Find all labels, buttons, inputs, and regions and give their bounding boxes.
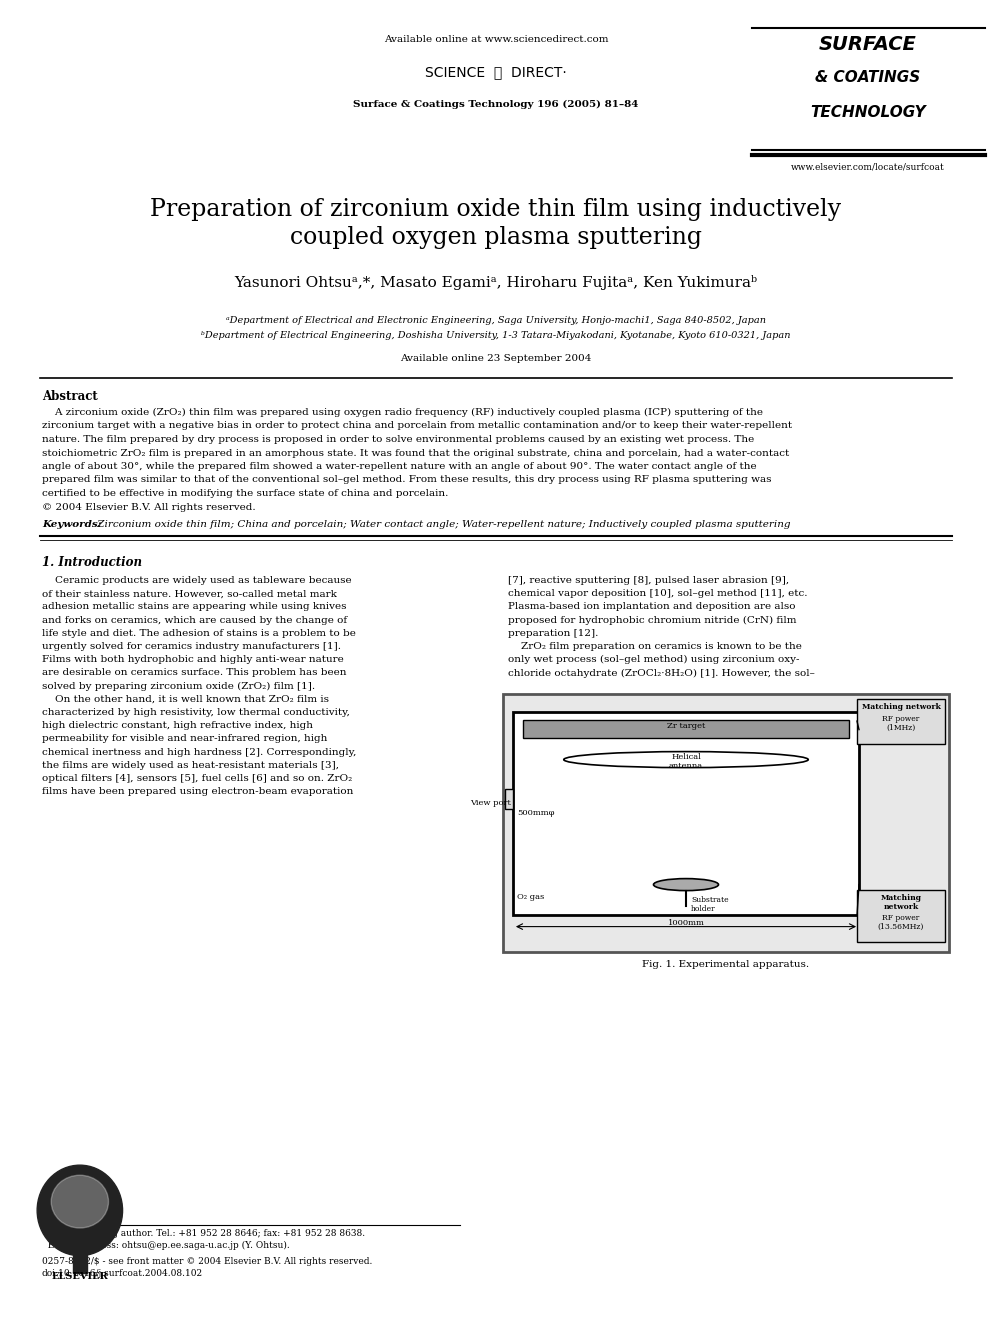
Text: A zirconium oxide (ZrO₂) thin film was prepared using oxygen radio frequency (RF: A zirconium oxide (ZrO₂) thin film was p… (42, 407, 763, 417)
Text: the films are widely used as heat-resistant materials [3],: the films are widely used as heat-resist… (42, 761, 339, 770)
Text: ZrO₂ film preparation on ceramics is known to be the: ZrO₂ film preparation on ceramics is kno… (508, 642, 802, 651)
Text: Matching
network: Matching network (881, 893, 922, 910)
Bar (505, 789, 513, 808)
Text: TECHNOLOGY: TECHNOLOGY (810, 105, 926, 120)
Text: Available online at www.sciencedirect.com: Available online at www.sciencedirect.co… (384, 34, 608, 44)
Text: chloride octahydrate (ZrOCl₂·8H₂O) [1]. However, the sol–: chloride octahydrate (ZrOCl₂·8H₂O) [1]. … (508, 668, 814, 677)
Text: View port: View port (470, 799, 511, 807)
Text: are desirable on ceramics surface. This problem has been: are desirable on ceramics surface. This … (42, 668, 346, 677)
Text: Matching network: Matching network (862, 703, 940, 710)
Text: Yasunori Ohtsuᵃ,*, Masato Egamiᵃ, Hiroharu Fujitaᵃ, Ken Yukimuraᵇ: Yasunori Ohtsuᵃ,*, Masato Egamiᵃ, Hiroha… (234, 275, 758, 290)
Text: permeability for visible and near-infrared region, high: permeability for visible and near-infrar… (42, 734, 327, 744)
Text: proposed for hydrophobic chromium nitride (CrN) film: proposed for hydrophobic chromium nitrid… (508, 615, 797, 624)
Text: ᵃDepartment of Electrical and Electronic Engineering, Saga University, Honjo-mac: ᵃDepartment of Electrical and Electronic… (226, 316, 766, 325)
Text: 1000mm: 1000mm (668, 918, 704, 926)
Text: On the other hand, it is well known that ZrO₂ film is: On the other hand, it is well known that… (42, 695, 329, 704)
Text: * Corresponding author. Tel.: +81 952 28 8646; fax: +81 952 28 8638.: * Corresponding author. Tel.: +81 952 28… (42, 1229, 365, 1238)
Text: 1. Introduction: 1. Introduction (42, 556, 142, 569)
Text: films have been prepared using electron-beam evaporation: films have been prepared using electron-… (42, 787, 353, 796)
Bar (857, 889, 945, 942)
Ellipse shape (52, 1175, 108, 1228)
Text: 0257-8972/$ - see front matter © 2004 Elsevier B.V. All rights reserved.: 0257-8972/$ - see front matter © 2004 El… (42, 1257, 372, 1266)
Text: and forks on ceramics, which are caused by the change of: and forks on ceramics, which are caused … (42, 615, 347, 624)
Text: Abstract: Abstract (42, 390, 98, 404)
Text: zirconium target with a negative bias in order to protect china and porcelain fr: zirconium target with a negative bias in… (42, 422, 793, 430)
Bar (72, 1250, 87, 1273)
Text: Fig. 1. Experimental apparatus.: Fig. 1. Experimental apparatus. (643, 959, 809, 968)
Text: only wet process (sol–gel method) using zirconium oxy-: only wet process (sol–gel method) using … (508, 655, 800, 664)
Text: Keywords:: Keywords: (42, 520, 101, 529)
Text: E-mail address: ohtsu@ep.ee.saga-u.ac.jp (Y. Ohtsu).: E-mail address: ohtsu@ep.ee.saga-u.ac.jp… (42, 1241, 290, 1250)
Text: Available online 23 September 2004: Available online 23 September 2004 (401, 355, 591, 363)
Text: antenna: antenna (669, 762, 703, 770)
Text: high dielectric constant, high refractive index, high: high dielectric constant, high refractiv… (42, 721, 313, 730)
Text: nature. The film prepared by dry process is proposed in order to solve environme: nature. The film prepared by dry process… (42, 435, 754, 445)
Text: chemical vapor deposition [10], sol–gel method [11], etc.: chemical vapor deposition [10], sol–gel … (508, 589, 807, 598)
Text: solved by preparing zirconium oxide (ZrO₂) film [1].: solved by preparing zirconium oxide (ZrO… (42, 681, 315, 691)
Bar (513, 712, 859, 914)
Text: & COATINGS: & COATINGS (815, 70, 921, 85)
Text: SCIENCE  ⓓ  DIRECT·: SCIENCE ⓓ DIRECT· (426, 65, 566, 79)
Text: Surface & Coatings Technology 196 (2005) 81–84: Surface & Coatings Technology 196 (2005)… (353, 101, 639, 108)
Text: Substrate
holder: Substrate holder (691, 896, 729, 913)
Text: © 2004 Elsevier B.V. All rights reserved.: © 2004 Elsevier B.V. All rights reserved… (42, 503, 256, 512)
Text: RF power
(1MHz): RF power (1MHz) (882, 714, 920, 732)
Text: RF power
(13.56MHz): RF power (13.56MHz) (878, 914, 925, 931)
Text: urgently solved for ceramics industry manufacturers [1].: urgently solved for ceramics industry ma… (42, 642, 341, 651)
Text: Zirconium oxide thin film; China and porcelain; Water contact angle; Water-repel: Zirconium oxide thin film; China and por… (94, 520, 791, 529)
Text: ELSEVIER: ELSEVIER (52, 1271, 108, 1281)
Text: Ceramic products are widely used as tableware because: Ceramic products are widely used as tabl… (42, 576, 351, 585)
Ellipse shape (37, 1166, 123, 1256)
Text: SURFACE: SURFACE (819, 34, 917, 54)
Text: Preparation of zirconium oxide thin film using inductively: Preparation of zirconium oxide thin film… (151, 198, 841, 221)
Text: prepared film was similar to that of the conventional sol–gel method. From these: prepared film was similar to that of the… (42, 475, 772, 484)
Text: O₂ gas: O₂ gas (517, 893, 545, 901)
Bar (523, 720, 849, 738)
Text: preparation [12].: preparation [12]. (508, 628, 598, 638)
Text: life style and diet. The adhesion of stains is a problem to be: life style and diet. The adhesion of sta… (42, 628, 356, 638)
Text: Plasma-based ion implantation and deposition are also: Plasma-based ion implantation and deposi… (508, 602, 796, 611)
Text: optical filters [4], sensors [5], fuel cells [6] and so on. ZrO₂: optical filters [4], sensors [5], fuel c… (42, 774, 352, 783)
Text: Helical: Helical (671, 753, 701, 761)
Bar (503, 693, 949, 951)
Text: Films with both hydrophobic and highly anti-wear nature: Films with both hydrophobic and highly a… (42, 655, 344, 664)
Text: chemical inertness and high hardness [2]. Correspondingly,: chemical inertness and high hardness [2]… (42, 747, 356, 757)
Text: coupled oxygen plasma sputtering: coupled oxygen plasma sputtering (290, 226, 702, 249)
Text: 500mmφ: 500mmφ (517, 810, 555, 818)
Text: stoichiometric ZrO₂ film is prepared in an amorphous state. It was found that th: stoichiometric ZrO₂ film is prepared in … (42, 448, 790, 458)
Text: [7], reactive sputtering [8], pulsed laser abrasion [9],: [7], reactive sputtering [8], pulsed las… (508, 576, 789, 585)
Text: certified to be effective in modifying the surface state of china and porcelain.: certified to be effective in modifying t… (42, 490, 448, 497)
Text: characterized by high resistivity, low thermal conductivity,: characterized by high resistivity, low t… (42, 708, 350, 717)
Text: doi:10.1016/j.surfcoat.2004.08.102: doi:10.1016/j.surfcoat.2004.08.102 (42, 1269, 203, 1278)
Text: adhesion metallic stains are appearing while using knives: adhesion metallic stains are appearing w… (42, 602, 346, 611)
Text: of their stainless nature. However, so-called metal mark: of their stainless nature. However, so-c… (42, 589, 337, 598)
Bar (857, 699, 945, 744)
Text: ᵇDepartment of Electrical Engineering, Doshisha University, 1-3 Tatara-Miyakodan: ᵇDepartment of Electrical Engineering, D… (201, 331, 791, 340)
Text: angle of about 30°, while the prepared film showed a water-repellent nature with: angle of about 30°, while the prepared f… (42, 462, 757, 471)
Text: Zr target: Zr target (667, 721, 705, 729)
Ellipse shape (654, 878, 718, 890)
Text: www.elsevier.com/locate/surfcoat: www.elsevier.com/locate/surfcoat (792, 161, 944, 171)
